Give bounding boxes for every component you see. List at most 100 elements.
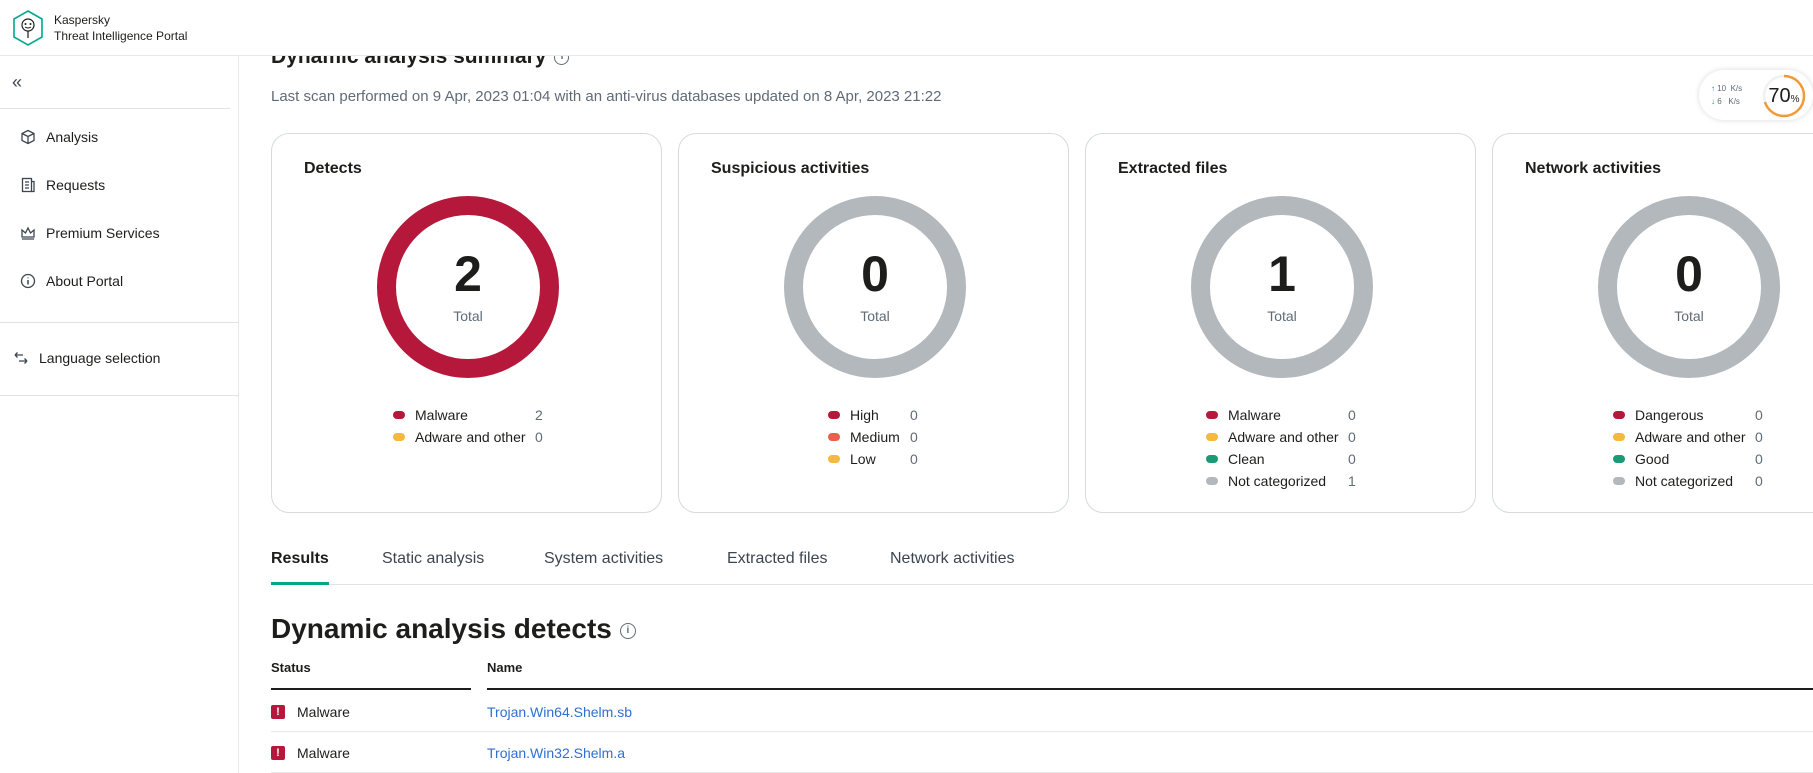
sidebar-item-about-portal[interactable]: About Portal — [20, 267, 123, 295]
detect-name-link[interactable]: Trojan.Win64.Shelm.sb — [487, 703, 632, 720]
legend-label: Low — [850, 451, 876, 467]
legend: Dangerous 0 Adware and other 0 Good 0 Not c… — [1613, 404, 1763, 492]
sidebar-item-requests[interactable]: Requests — [20, 171, 105, 199]
legend-dot — [828, 411, 840, 419]
legend-label: Clean — [1228, 451, 1265, 467]
kaspersky-logo-icon[interactable] — [12, 10, 44, 46]
legend-value: 0 — [1755, 473, 1763, 489]
document-icon — [21, 177, 35, 193]
card-title: Extracted files — [1118, 160, 1228, 177]
double-chevron-left-icon[interactable]: « — [12, 72, 23, 92]
result-tabs: Results Static analysis System activitie… — [271, 550, 1813, 585]
donut-ring — [377, 196, 559, 378]
sidebar-item-premium-services[interactable]: Premium Services — [20, 219, 160, 247]
card-detects: Detects 2 Total Malware 2 Adware and othe… — [271, 133, 662, 513]
legend-dot — [393, 433, 405, 441]
legend-item: Medium 0 — [828, 426, 918, 448]
legend-value: 0 — [1755, 429, 1763, 445]
legend-value: 1 — [1348, 473, 1356, 489]
usage-percent: 70% — [1761, 73, 1807, 119]
legend-dot — [828, 433, 840, 441]
donut-ring — [784, 196, 966, 378]
scan-info: Last scan performed on 9 Apr, 2023 01:04… — [271, 88, 942, 105]
total-label: Total — [860, 308, 890, 324]
legend-label: High — [850, 407, 879, 423]
donut-ring — [1598, 196, 1780, 378]
network-speed-widget[interactable]: ↑ 10 K/s ↓ 6 K/s 70% — [1699, 70, 1813, 120]
legend-item: Adware and other 0 — [1206, 426, 1356, 448]
brand-line2: Threat Intelligence Portal — [54, 29, 188, 43]
legend-label: Not categorized — [1228, 473, 1327, 489]
legend-dot — [1206, 477, 1218, 485]
legend-value: 2 — [535, 407, 543, 423]
legend-label: Adware and other — [1228, 429, 1339, 445]
card-title: Suspicious activities — [711, 160, 870, 177]
legend-dot — [1206, 455, 1218, 463]
legend-value: 0 — [1755, 407, 1763, 423]
card-title: Network activities — [1525, 160, 1662, 177]
sidebar-divider — [0, 395, 239, 396]
sidebar-divider — [0, 108, 230, 109]
speed-unit: K/s — [1730, 84, 1743, 93]
tab-results[interactable]: Results — [271, 550, 329, 585]
swap-arrows-icon — [14, 352, 28, 364]
column-header-name[interactable]: Name — [487, 660, 1813, 690]
detect-name-link[interactable]: Trojan.Win32.Shelm.a — [487, 744, 625, 761]
top-header: Kaspersky Threat Intelligence Portal — [0, 0, 1813, 56]
legend-label: Malware — [1228, 407, 1281, 423]
total-count: 0 — [861, 246, 889, 302]
language-selection[interactable]: Language selection — [13, 344, 160, 372]
brand-name: Kaspersky Threat Intelligence Portal — [54, 12, 187, 44]
legend-label: Adware and other — [1635, 429, 1746, 445]
card-title: Detects — [304, 160, 362, 177]
info-icon[interactable]: i — [619, 622, 636, 639]
upload-arrow-icon: ↑ — [1711, 84, 1715, 93]
legend-item: Clean 0 — [1206, 448, 1356, 470]
column-header-status[interactable]: Status — [271, 660, 471, 690]
crown-icon — [21, 226, 35, 240]
alert-icon: ! — [271, 704, 285, 719]
legend-value: 0 — [910, 429, 918, 445]
legend-label: Malware — [415, 407, 468, 423]
detects-title: Dynamic analysis detects i — [271, 613, 636, 645]
legend: High 0 Medium 0 Low 0 — [828, 404, 918, 470]
legend-label: Dangerous — [1635, 407, 1704, 423]
total-label: Total — [1674, 308, 1704, 324]
legend-dot — [1613, 433, 1625, 441]
legend-value: 0 — [1348, 451, 1356, 467]
legend-value: 0 — [1348, 429, 1356, 445]
status-cell: ! Malware — [271, 732, 350, 773]
tab-extracted-files[interactable]: Extracted files — [727, 550, 828, 567]
sidebar-item-analysis[interactable]: Analysis — [20, 123, 98, 151]
legend-value: 0 — [1348, 407, 1356, 423]
legend-item: Malware 0 — [1206, 404, 1356, 426]
total-label: Total — [453, 308, 483, 324]
sidebar-item-label: Analysis — [46, 129, 99, 145]
total-count: 1 — [1268, 246, 1296, 302]
legend-value: 0 — [1755, 451, 1763, 467]
tab-system-activities[interactable]: System activities — [544, 550, 664, 567]
language-label: Language selection — [39, 350, 161, 366]
legend-item: Malware 2 — [393, 404, 543, 426]
total-count: 0 — [1675, 246, 1703, 302]
sidebar: « Analysis Requests Premium Services Abo… — [0, 56, 239, 773]
tab-static-analysis[interactable]: Static analysis — [382, 550, 485, 567]
total-label: Total — [1267, 308, 1297, 324]
brand-line1: Kaspersky — [54, 13, 111, 27]
legend: Malware 2 Adware and other 0 — [393, 404, 543, 448]
table-row[interactable]: ! Malware Trojan.Win64.Shelm.sb — [271, 691, 1813, 732]
legend-item: Dangerous 0 — [1613, 404, 1763, 426]
network-speeds: ↑ 10 K/s ↓ 6 K/s — [1711, 82, 1742, 108]
legend-dot — [1206, 411, 1218, 419]
donut-ring-stroke — [1598, 196, 1780, 378]
table-row[interactable]: ! Malware Trojan.Win32.Shelm.a — [271, 732, 1813, 773]
legend-dot — [1206, 433, 1218, 441]
info-icon — [20, 273, 36, 289]
donut-ring-stroke — [377, 196, 559, 378]
legend-dot — [828, 455, 840, 463]
sidebar-divider — [0, 322, 239, 323]
tab-network-activities[interactable]: Network activities — [890, 550, 1015, 567]
status-text: Malware — [297, 744, 350, 761]
sidebar-item-label: About Portal — [46, 273, 124, 289]
summary-cards: Detects 2 Total Malware 2 Adware and othe… — [271, 133, 1813, 513]
